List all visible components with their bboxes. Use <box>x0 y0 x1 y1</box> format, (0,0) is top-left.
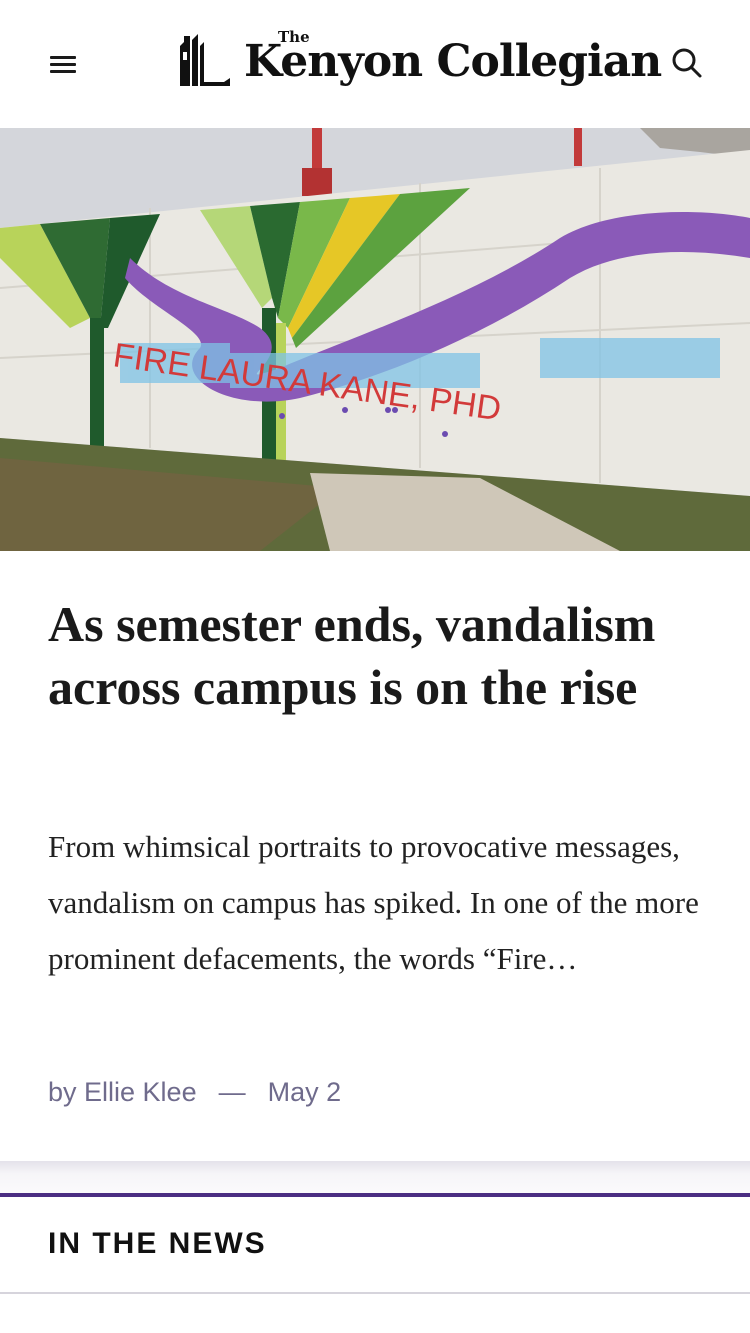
hero-image[interactable]: FIRE LAURA KANE, PHD <box>0 128 750 551</box>
site-header: The Kenyon Collegian <box>0 0 750 128</box>
menu-icon <box>50 63 76 66</box>
logo-the: The <box>278 28 310 46</box>
section-title: IN THE NEWS <box>48 1227 267 1260</box>
menu-button[interactable] <box>48 50 80 78</box>
menu-icon <box>50 56 76 59</box>
search-icon <box>672 48 702 78</box>
accent-rule <box>0 1193 750 1197</box>
author-link[interactable]: by Ellie Klee <box>48 1077 197 1107</box>
logo-name: Kenyon Collegian <box>244 36 662 87</box>
article-byline: by Ellie Klee — May 2 <box>48 1077 341 1108</box>
article-excerpt: From whimsical portraits to provocative … <box>48 829 699 976</box>
article-date: May 2 <box>267 1077 342 1107</box>
featured-article[interactable]: As semester ends, vandalism across campu… <box>0 551 750 1161</box>
logo-tower-icon <box>180 34 230 86</box>
section-divider <box>0 1161 750 1193</box>
in-the-news-section: IN THE NEWS <box>0 1197 750 1294</box>
byline-separator: — <box>218 1077 246 1107</box>
article-headline[interactable]: As semester ends, vandalism across campu… <box>48 596 656 715</box>
hero-photo: FIRE LAURA KANE, PHD <box>0 128 750 551</box>
site-logo[interactable]: The Kenyon Collegian <box>172 28 662 100</box>
search-button[interactable] <box>670 46 704 80</box>
menu-icon <box>50 70 76 73</box>
